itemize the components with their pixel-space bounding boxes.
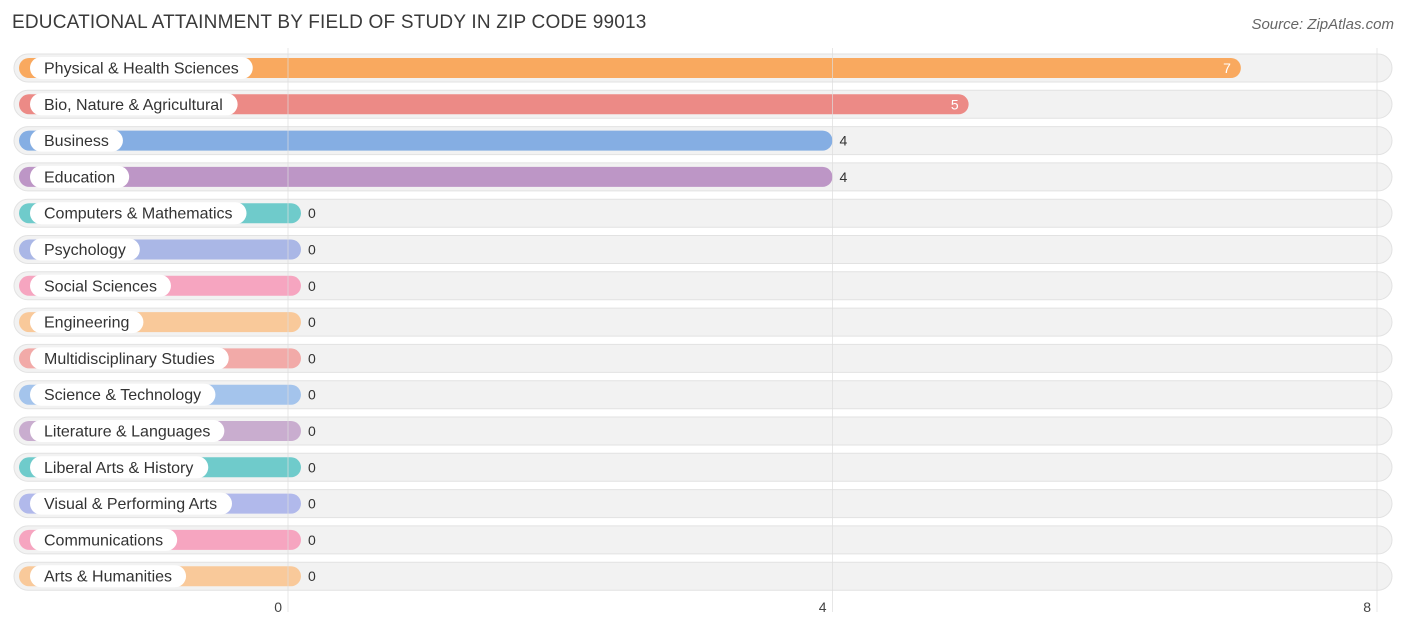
category-label: Business <box>44 133 109 150</box>
category-label-pill <box>30 528 178 551</box>
category-label-pill <box>30 238 140 261</box>
category-label-pill <box>30 456 209 479</box>
bar-track <box>13 271 1393 301</box>
bar-track <box>13 452 1393 482</box>
value-label: 0 <box>308 205 316 221</box>
category-label-pill <box>30 311 144 334</box>
category-label: Engineering <box>44 315 129 332</box>
grid-lines <box>287 48 1378 612</box>
bar-row: Arts & Humanities 0 <box>13 561 1393 591</box>
bar-track <box>13 235 1393 264</box>
x-tick-label: 8 <box>1363 599 1371 615</box>
value-label: 0 <box>308 496 316 512</box>
category-label: Computers & Mathematics <box>44 206 233 223</box>
bar-row: Communications 0 <box>13 525 1393 555</box>
category-label-pill <box>30 93 238 116</box>
value-label: 7 <box>1223 60 1231 76</box>
chart-source: Source: ZipAtlas.com <box>1251 16 1394 33</box>
bar-row: Business 4 <box>13 126 1393 156</box>
category-label: Physical & Health Sciences <box>44 61 239 78</box>
value-label: 4 <box>840 169 848 185</box>
bar-row: Literature & Languages 0 <box>13 416 1393 446</box>
bar-track <box>13 380 1393 410</box>
bar-row: Physical & Health Sciences 7 <box>13 53 1393 83</box>
category-label-pill <box>30 565 187 588</box>
bar-row: Liberal Arts & History 0 <box>13 452 1393 482</box>
bar-row: Engineering 0 <box>13 307 1393 337</box>
value-label: 5 <box>951 96 959 112</box>
bar-row: Visual & Performing Arts 0 <box>13 489 1393 519</box>
category-label-pill <box>30 129 123 152</box>
category-label: Bio, Nature & Agricultural <box>44 97 223 114</box>
bar <box>19 166 833 187</box>
bar-track <box>13 307 1393 337</box>
bar-track <box>13 525 1393 555</box>
bar <box>19 94 969 115</box>
x-axis: 0 4 8 <box>274 599 1371 615</box>
category-label: Multidisciplinary Studies <box>44 351 215 368</box>
bar-track <box>13 561 1393 591</box>
category-label-pill <box>30 347 229 370</box>
x-tick-label: 4 <box>819 599 827 615</box>
category-label-pill <box>30 383 216 406</box>
bar-row: Computers & Mathematics 0 <box>13 198 1393 228</box>
chart-title: EDUCATIONAL ATTAINMENT BY FIELD OF STUDY… <box>12 12 647 33</box>
bar-track <box>13 198 1393 228</box>
category-label: Liberal Arts & History <box>44 460 193 477</box>
value-label: 0 <box>308 242 316 258</box>
bar-row: Multidisciplinary Studies 0 <box>13 343 1393 373</box>
value-label: 0 <box>308 314 316 330</box>
category-label: Visual & Performing Arts <box>44 496 217 513</box>
value-label: 4 <box>840 133 848 149</box>
bar-row: Psychology 0 <box>13 235 1393 264</box>
x-tick-label: 0 <box>274 599 282 615</box>
bar-rows: Physical & Health Sciences 7 Bio, Nature &… <box>13 53 1393 591</box>
value-label: 0 <box>308 278 316 294</box>
bar <box>19 130 833 151</box>
category-label-pill <box>30 165 130 188</box>
value-label: 0 <box>308 459 316 475</box>
bar <box>19 58 1241 78</box>
category-label: Literature & Languages <box>44 424 210 441</box>
bar-track <box>13 489 1393 519</box>
bar-track <box>13 343 1393 373</box>
category-label: Psychology <box>44 242 126 259</box>
category-label: Social Sciences <box>44 278 157 295</box>
value-label: 0 <box>308 387 316 403</box>
category-label-pill <box>30 202 247 225</box>
value-label: 0 <box>308 532 316 548</box>
bar-row: Bio, Nature & Agricultural 5 <box>13 89 1393 119</box>
category-label: Communications <box>44 532 163 549</box>
category-label-pill <box>30 274 171 297</box>
category-label-pill <box>30 420 225 442</box>
value-label: 0 <box>308 350 316 366</box>
bar-row: Social Sciences 0 <box>13 271 1393 301</box>
bar-row: Education 4 <box>13 162 1393 192</box>
category-label-pill <box>30 57 253 79</box>
bar-row: Science & Technology 0 <box>13 380 1393 410</box>
category-label: Arts & Humanities <box>44 569 172 586</box>
value-label: 0 <box>308 568 316 584</box>
bar-track <box>13 416 1393 446</box>
category-label: Education <box>44 169 115 186</box>
category-label: Science & Technology <box>44 387 201 404</box>
value-label: 0 <box>308 423 316 439</box>
category-label-pill <box>30 492 232 515</box>
